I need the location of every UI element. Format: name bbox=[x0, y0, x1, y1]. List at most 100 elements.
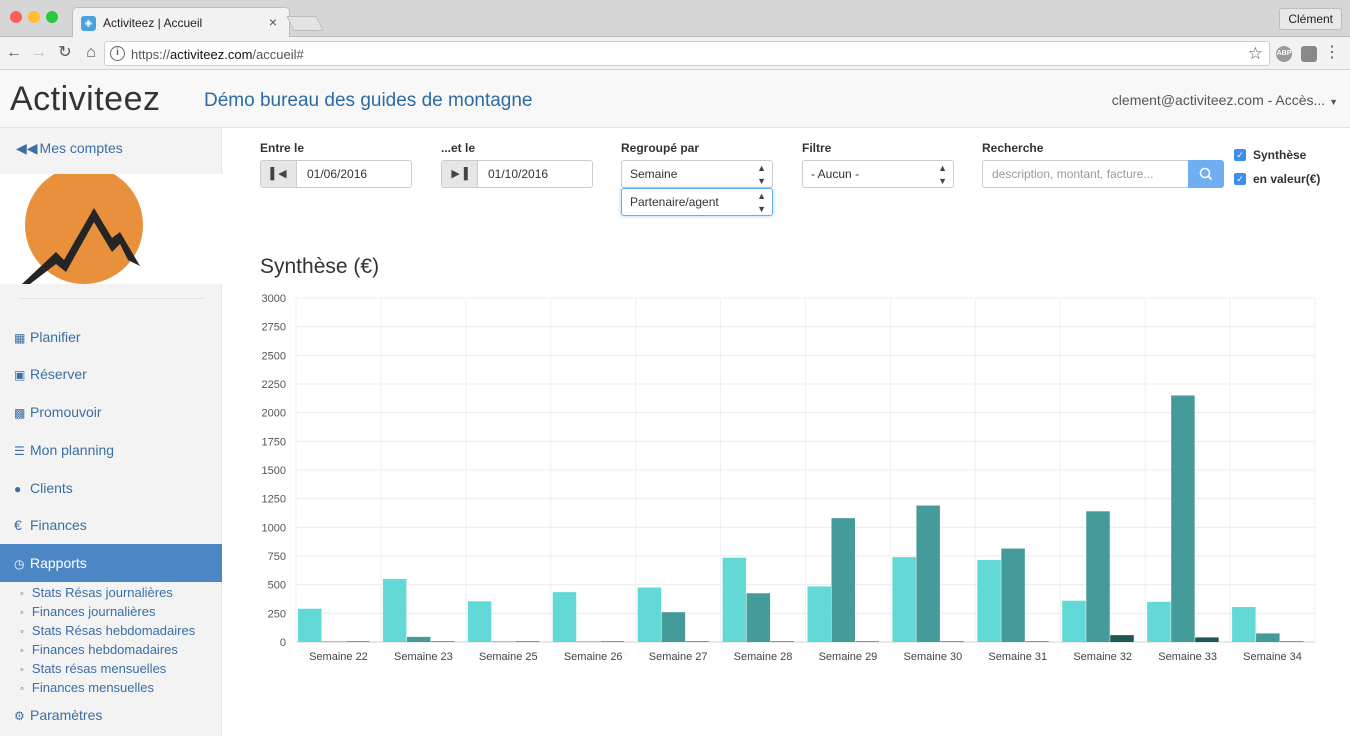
step-forward-icon[interactable]: ▶▐ bbox=[442, 161, 478, 187]
tab-title: Activiteez | Accueil bbox=[103, 16, 203, 30]
mountain-sun-logo bbox=[0, 154, 222, 294]
bar bbox=[1110, 635, 1134, 642]
search-icon bbox=[1199, 167, 1213, 181]
x-tick-label: Semaine 22 bbox=[309, 651, 368, 663]
bookmark-star-icon[interactable]: ☆ bbox=[1247, 44, 1263, 63]
euro-icon: € bbox=[14, 517, 22, 533]
chart-title: Synthèse (€) bbox=[260, 255, 380, 278]
end-date-field[interactable]: ▶▐ 01/10/2016 bbox=[441, 160, 593, 188]
backward-icon: ◀◀ bbox=[16, 140, 38, 156]
sidebar-item-planifier[interactable]: ▦ Planifier bbox=[0, 318, 222, 356]
minimize-window-button[interactable] bbox=[28, 11, 40, 23]
back-arrow-icon[interactable]: ← bbox=[6, 44, 22, 61]
x-tick-label: Semaine 31 bbox=[988, 651, 1047, 663]
app-header: Activiteez Démo bureau des guides de mon… bbox=[0, 70, 1350, 128]
bar bbox=[552, 592, 577, 642]
info-icon[interactable]: i bbox=[110, 46, 125, 61]
select-arrows-icon: ▲ ▼ bbox=[757, 163, 766, 186]
adblock-icon[interactable]: ABP bbox=[1276, 46, 1292, 62]
mes-comptes-link[interactable]: ◀◀ Mes comptes bbox=[16, 140, 123, 156]
sidebar-item-rapports[interactable]: ◷ Rapports bbox=[0, 544, 222, 582]
organization-name: Démo bureau des guides de montagne bbox=[204, 90, 533, 111]
synthese-checkbox[interactable]: ✓ bbox=[1234, 149, 1246, 161]
x-tick-label: Semaine 28 bbox=[734, 651, 793, 663]
sidebar-item-parametres[interactable]: ⚙ Paramètres bbox=[0, 696, 222, 734]
start-date-label: Entre le bbox=[260, 141, 305, 155]
y-tick-label: 1750 bbox=[262, 436, 286, 448]
bar bbox=[1195, 637, 1219, 642]
y-tick-label: 0 bbox=[280, 637, 286, 649]
profile-button[interactable]: Clément bbox=[1279, 8, 1342, 30]
submenu-stats-resas-journalieres[interactable]: Stats Résas journalières bbox=[0, 583, 222, 602]
bar bbox=[346, 641, 370, 642]
sidebar-item-finances[interactable]: € Finances bbox=[0, 506, 222, 544]
y-tick-label: 1500 bbox=[262, 465, 286, 477]
step-backward-icon[interactable]: ▌◀ bbox=[261, 161, 297, 187]
bar bbox=[1062, 600, 1086, 642]
sidebar-item-mon-planning[interactable]: ☰ Mon planning bbox=[0, 431, 222, 469]
bar bbox=[977, 560, 1001, 642]
bar bbox=[430, 641, 455, 642]
group-by-select[interactable]: Semaine ▲ ▼ bbox=[621, 160, 773, 188]
filter-select[interactable]: - Aucun - ▲ ▼ bbox=[802, 160, 954, 188]
bar bbox=[1256, 633, 1280, 642]
reload-icon[interactable]: ↻ bbox=[58, 44, 72, 61]
bar bbox=[1280, 641, 1304, 642]
tab-close-icon[interactable]: × bbox=[268, 14, 277, 30]
sidebar-item-promouvoir[interactable]: ▩ Promouvoir bbox=[0, 393, 222, 431]
cart-icon: ▣ bbox=[14, 368, 26, 382]
x-tick-label: Semaine 33 bbox=[1158, 651, 1217, 663]
forward-arrow-icon[interactable]: → bbox=[31, 44, 47, 61]
browser-tab[interactable]: ◈ Activiteez | Accueil × bbox=[72, 7, 290, 37]
bar bbox=[940, 641, 964, 642]
new-tab-button[interactable] bbox=[286, 16, 324, 31]
submenu-stats-resas-hebdomadaires[interactable]: Stats Résas hebdomadaires bbox=[0, 621, 222, 640]
group-by-secondary-select[interactable]: Partenaire/agent ▲ ▼ bbox=[621, 188, 773, 216]
extension-icon[interactable] bbox=[1301, 46, 1317, 62]
select-arrows-icon: ▲ ▼ bbox=[757, 191, 766, 214]
url-field[interactable]: i https://activiteez.com/accueil# ☆ bbox=[104, 41, 1270, 66]
valeur-checkbox[interactable]: ✓ bbox=[1234, 173, 1246, 185]
submenu-finances-mensuelles[interactable]: Finances mensuelles bbox=[0, 678, 222, 697]
brand-logo-text[interactable]: Activiteez bbox=[10, 80, 161, 118]
start-date-field[interactable]: ▌◀ 01/06/2016 bbox=[260, 160, 412, 188]
search-input[interactable]: description, montant, facture... bbox=[982, 160, 1189, 188]
search-button[interactable] bbox=[1188, 160, 1224, 188]
end-date-value[interactable]: 01/10/2016 bbox=[488, 167, 549, 181]
submenu-finances-journalieres[interactable]: Finances journalières bbox=[0, 602, 222, 621]
maximize-window-button[interactable] bbox=[46, 11, 58, 23]
bar bbox=[1171, 395, 1195, 642]
bar bbox=[855, 641, 879, 642]
y-tick-label: 500 bbox=[268, 580, 286, 592]
group-by-label: Regroupé par bbox=[621, 141, 700, 155]
submenu-stats-resas-mensuelles[interactable]: Stats résas mensuelles bbox=[0, 659, 222, 678]
bar bbox=[298, 608, 322, 642]
sidebar-divider bbox=[18, 298, 204, 299]
x-tick-label: Semaine 34 bbox=[1243, 651, 1302, 663]
browser-menu-icon[interactable]: ⋮ bbox=[1324, 44, 1340, 61]
x-tick-label: Semaine 23 bbox=[394, 651, 453, 663]
close-window-button[interactable] bbox=[10, 11, 22, 23]
x-tick-label: Semaine 30 bbox=[904, 651, 963, 663]
clock-icon: ◷ bbox=[14, 557, 25, 571]
bar bbox=[467, 601, 492, 642]
bar bbox=[382, 578, 407, 642]
home-icon[interactable]: ⌂ bbox=[86, 44, 96, 61]
address-bar: ← → ↻ ⌂ i https://activiteez.com/accueil… bbox=[0, 37, 1350, 70]
y-tick-label: 2500 bbox=[262, 350, 286, 362]
sidebar-item-clients[interactable]: ● Clients bbox=[0, 469, 222, 507]
submenu-finances-hebdomadaires[interactable]: Finances hebdomadaires bbox=[0, 640, 222, 659]
sidebar-item-reserver[interactable]: ▣ Réserver bbox=[0, 355, 222, 393]
y-tick-label: 2000 bbox=[262, 408, 286, 420]
synthese-checkbox-label: Synthèse bbox=[1253, 148, 1307, 162]
bar bbox=[515, 641, 540, 642]
valeur-checkbox-label: en valeur(€) bbox=[1253, 172, 1321, 186]
y-tick-label: 250 bbox=[268, 608, 286, 620]
sidebar: ◀◀ Mes comptes ▦ Planifier ▣ Réserver ▩ Prom… bbox=[0, 128, 222, 736]
start-date-value[interactable]: 01/06/2016 bbox=[307, 167, 368, 181]
bar bbox=[406, 636, 431, 642]
user-icon: ● bbox=[14, 482, 22, 496]
account-menu[interactable]: clement@activiteez.com - Accès... ▼ bbox=[1111, 92, 1338, 108]
x-tick-label: Semaine 26 bbox=[564, 651, 623, 663]
bar bbox=[661, 612, 686, 642]
